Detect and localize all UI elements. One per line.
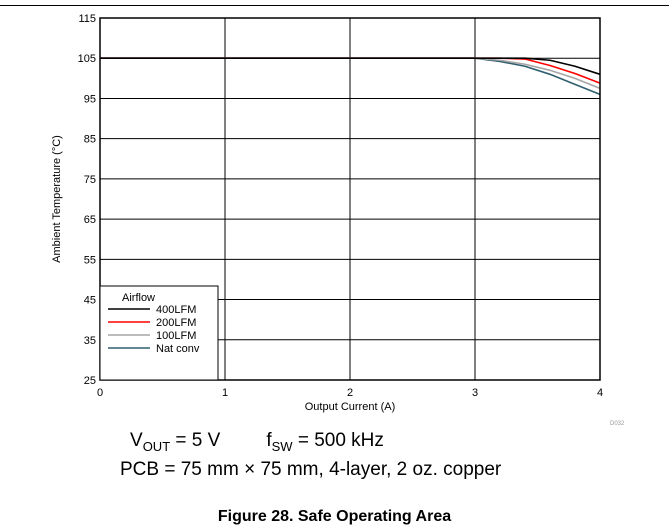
safe-operating-area-chart: 25 35 45 55 65 75 85 95 105 115 0 1 2 3 4 Airflow 400L… [51,13,625,427]
x-tick-label: 0 [97,387,103,399]
y-tick-label: 95 [84,93,96,105]
fsw-symbol: f [266,430,272,451]
vout-value: = 5 V [170,430,221,451]
x-tick-label: 4 [597,387,603,399]
legend-entry-3: Nat conv [156,343,200,355]
y-tick-label: 105 [78,53,96,65]
figure-code-annotation: D032 [610,421,625,427]
legend-box [99,285,219,381]
x-tick-label: 1 [222,387,228,399]
legend-title: Airflow [122,292,155,304]
vout-subscript: OUT [142,438,171,454]
y-tick-label: 55 [84,254,96,266]
top-rule [0,5,669,6]
y-tick-label: 115 [78,13,96,25]
y-tick-label: 65 [84,214,96,226]
y-tick-label: 45 [84,295,96,307]
fsw-value: = 500 kHz [292,430,384,451]
y-tick-label: 75 [84,174,96,186]
tick-labels: 25 35 45 55 65 75 85 95 105 115 0 1 2 3 4 [78,13,603,399]
legend-entry-2: 100LFM [156,330,196,342]
operating-conditions-line-1: VOUT = 5 V fSW = 500 kHz [130,430,384,458]
x-tick-label: 2 [347,387,353,399]
x-tick-label: 3 [472,387,478,399]
legend-entry-0: 400LFM [156,304,196,316]
x-axis-label: Output Current (A) [305,401,395,413]
fsw-subscript: SW [271,438,293,454]
legend-entry-1: 200LFM [156,317,196,329]
plot-frame [99,17,601,381]
y-axis-label: Ambient Temperature (°C) [51,135,63,263]
figure-caption: Figure 28. Safe Operating Area [217,508,452,525]
vout-condition: VOUT = 5 V [130,430,221,454]
series-line-0 [100,57,601,76]
fsw-condition: fSW = 500 kHz [266,430,384,454]
y-tick-label: 25 [84,375,96,387]
operating-conditions-line-2: PCB = 75 mm × 75 mm, 4-layer, 2 oz. copp… [120,459,502,480]
vout-symbol: V [130,430,143,451]
y-tick-label: 35 [84,335,96,347]
series-layer [100,57,601,96]
y-tick-label: 85 [84,134,96,146]
